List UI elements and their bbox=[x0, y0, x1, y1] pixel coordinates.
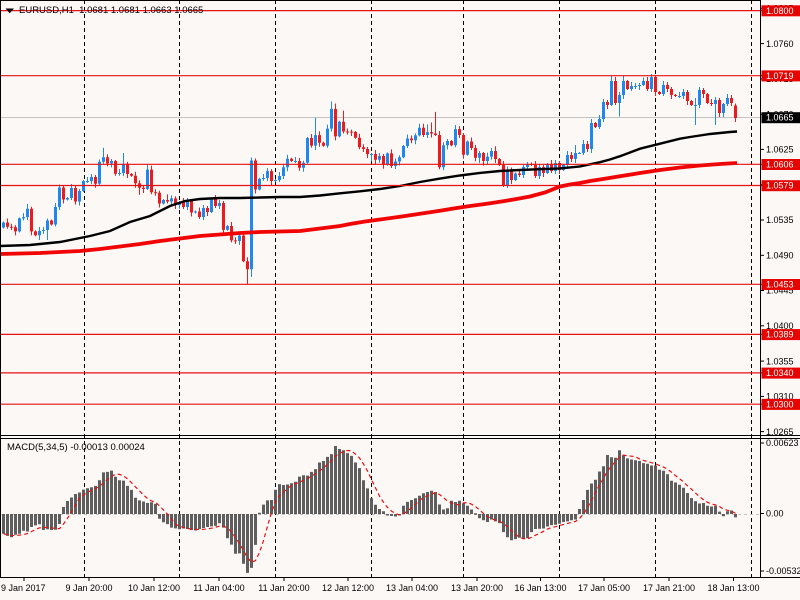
svg-text:1.0800: 1.0800 bbox=[766, 6, 794, 16]
svg-text:11 Jan 20:00: 11 Jan 20:00 bbox=[258, 583, 309, 593]
svg-text:1.0606: 1.0606 bbox=[766, 160, 794, 170]
svg-text:1.0535: 1.0535 bbox=[766, 215, 794, 225]
svg-text:12 Jan 12:00: 12 Jan 12:00 bbox=[322, 583, 374, 593]
svg-text:9 Jan 20:00: 9 Jan 20:00 bbox=[65, 583, 112, 593]
svg-text:18 Jan 13:00: 18 Jan 13:00 bbox=[707, 583, 759, 593]
svg-text:1.0665: 1.0665 bbox=[766, 113, 794, 123]
svg-text:-0.00532: -0.00532 bbox=[766, 566, 800, 576]
svg-text:1.0445: 1.0445 bbox=[766, 286, 794, 296]
svg-text:17 Jan 05:00: 17 Jan 05:00 bbox=[578, 583, 630, 593]
svg-text:13 Jan 20:00: 13 Jan 20:00 bbox=[451, 583, 503, 593]
svg-text:1.0400: 1.0400 bbox=[766, 321, 794, 331]
svg-text:EURUSD,H1 1.0681 1.0681 1.066: EURUSD,H1 1.0681 1.0681 1.0663 1.0665 bbox=[19, 5, 203, 16]
svg-text:1.0355: 1.0355 bbox=[766, 356, 794, 366]
svg-text:1.0719: 1.0719 bbox=[766, 71, 794, 81]
svg-text:1.0490: 1.0490 bbox=[766, 251, 794, 261]
svg-text:1.0310: 1.0310 bbox=[766, 392, 794, 402]
svg-text:1.0265: 1.0265 bbox=[766, 427, 794, 437]
svg-text:1.0300: 1.0300 bbox=[766, 399, 794, 409]
svg-text:0.00623: 0.00623 bbox=[766, 438, 799, 448]
svg-text:1.0625: 1.0625 bbox=[766, 145, 794, 155]
svg-text:1.0340: 1.0340 bbox=[766, 368, 794, 378]
svg-text:1.0760: 1.0760 bbox=[766, 39, 794, 49]
svg-text:10 Jan 12:00: 10 Jan 12:00 bbox=[128, 583, 180, 593]
svg-text:11 Jan 04:00: 11 Jan 04:00 bbox=[193, 583, 244, 593]
svg-text:0.00: 0.00 bbox=[766, 509, 784, 519]
svg-text:MACD(5,34,5) -0.00013 0.00024: MACD(5,34,5) -0.00013 0.00024 bbox=[7, 442, 145, 453]
svg-text:13 Jan 04:00: 13 Jan 04:00 bbox=[386, 583, 438, 593]
svg-text:1.0389: 1.0389 bbox=[766, 330, 794, 340]
svg-text:1.0453: 1.0453 bbox=[766, 280, 794, 290]
svg-text:17 Jan 21:00: 17 Jan 21:00 bbox=[643, 583, 695, 593]
svg-text:16 Jan 13:00: 16 Jan 13:00 bbox=[514, 583, 566, 593]
svg-text:1.0579: 1.0579 bbox=[766, 181, 794, 191]
svg-text:9 Jan 2017: 9 Jan 2017 bbox=[1, 583, 46, 593]
